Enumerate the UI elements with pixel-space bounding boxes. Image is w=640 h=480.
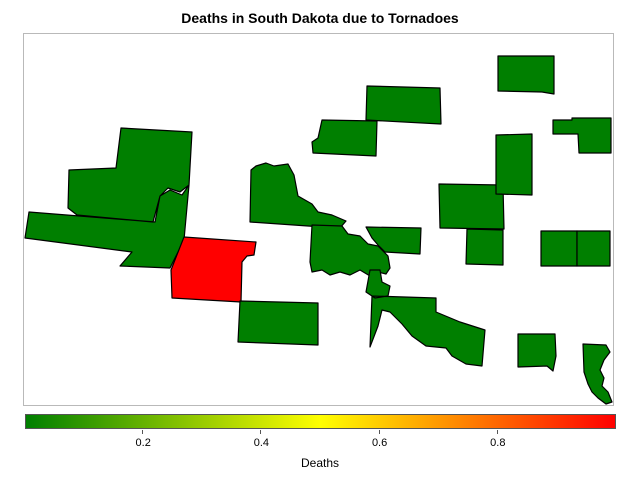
county-east-tall[interactable]	[495, 133, 533, 196]
county-north-center[interactable]	[365, 85, 442, 125]
map-title: Deaths in South Dakota due to Tornadoes	[181, 10, 459, 26]
county-east-pair-right[interactable]	[576, 230, 611, 267]
tick-mark	[260, 430, 262, 434]
county-central-east[interactable]	[365, 226, 422, 255]
county-central-west[interactable]	[249, 162, 347, 229]
map-frame	[23, 33, 614, 406]
map-canvas	[24, 55, 613, 405]
color-scale-bar	[25, 414, 616, 429]
tick-label: 0.2	[135, 437, 151, 449]
tick-label: 0.8	[490, 437, 506, 449]
color-scale-label: Deaths	[300, 456, 340, 470]
county-ne-right[interactable]	[552, 117, 612, 154]
county-east-mid[interactable]	[438, 183, 505, 230]
county-south-center[interactable]	[237, 300, 319, 346]
county-se-small[interactable]	[517, 333, 557, 372]
county-se-corner[interactable]	[582, 343, 613, 405]
tick-mark	[496, 430, 498, 434]
tick-mark	[378, 430, 380, 434]
tick-mark	[142, 430, 144, 434]
county-south-river[interactable]	[365, 269, 486, 367]
county-east-mid-small[interactable]	[465, 228, 504, 266]
tick-label: 0.6	[371, 437, 388, 449]
county-north-west-small[interactable]	[311, 119, 378, 157]
county-nw-large[interactable]	[24, 127, 193, 269]
county-east-pair-left[interactable]	[540, 230, 578, 267]
color-scale-ticks: 0.2 0.4 0.6 0.8	[25, 430, 616, 454]
tick-label: 0.4	[253, 437, 270, 449]
county-ne-top[interactable]	[497, 55, 555, 95]
county-highlighted[interactable]	[170, 236, 257, 303]
